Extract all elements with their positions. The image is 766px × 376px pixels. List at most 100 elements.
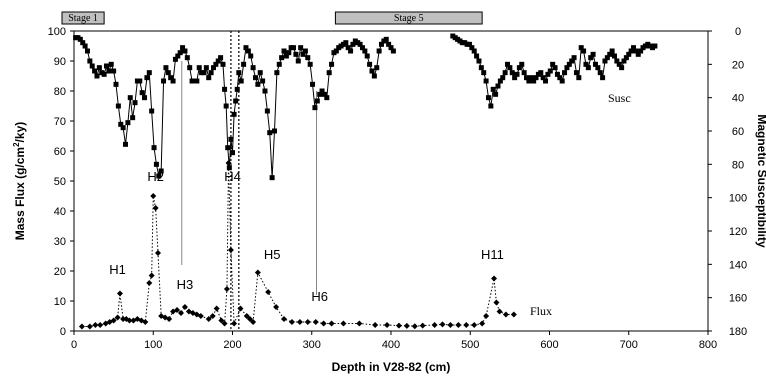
y-right-tick-label: 120 (729, 226, 747, 238)
susc-point (483, 78, 489, 84)
flux-point (431, 322, 438, 328)
y-left-ticks: 0 10 20 30 40 50 60 70 80 90 100 (48, 26, 74, 338)
susc-point (621, 58, 627, 64)
susc-point (609, 48, 615, 54)
event-label: H3 (177, 277, 194, 292)
reference-lines (181, 31, 318, 331)
susc-line (75, 37, 394, 178)
susc-point (552, 65, 558, 71)
susc-point (595, 65, 601, 71)
susc-point (495, 83, 501, 89)
susc-point (293, 51, 299, 57)
y-right-axis-title: Magnetic Susceptibility (755, 114, 766, 248)
susc-point (137, 78, 143, 84)
susc-point (182, 48, 188, 54)
susc-point (127, 95, 133, 101)
susc-point (478, 65, 484, 71)
susc-point (215, 58, 221, 64)
susc-point (485, 95, 491, 101)
y-left-tick-label: 10 (54, 296, 66, 308)
susc-point (364, 53, 370, 59)
y-right-tick-label: 140 (729, 259, 747, 271)
susc-point (357, 41, 363, 47)
susc-point (213, 61, 219, 67)
susc-point (362, 48, 368, 54)
susc-point (286, 50, 292, 56)
y-right-ticks: 0 20 40 60 80 100 120 140 160 180 (708, 26, 747, 338)
susc-point (279, 55, 285, 61)
susc-point (616, 61, 622, 67)
y-left-tick-label: 80 (54, 86, 66, 98)
susc-point (512, 75, 518, 81)
susc-point (502, 70, 508, 76)
y-right-tick-label: 40 (732, 93, 744, 105)
y-right-tick-label: 20 (732, 59, 744, 71)
flux-point (177, 310, 184, 316)
flux-point (142, 319, 149, 325)
susc-point (554, 71, 560, 77)
susc-point (236, 70, 242, 76)
susc-point (497, 78, 503, 84)
susc-point (540, 75, 546, 81)
susc-point (588, 55, 594, 61)
susc-point (252, 75, 258, 81)
susc-point (476, 58, 482, 64)
susc-point (87, 58, 93, 64)
susc-point (163, 65, 169, 71)
susc-point (226, 165, 232, 171)
susc-point (369, 68, 375, 74)
susc-point (168, 75, 174, 81)
flux-point (304, 319, 311, 325)
flux-point (227, 247, 234, 253)
susc-point (257, 70, 263, 76)
susc-point (300, 51, 306, 57)
flux-point (491, 275, 498, 282)
susc-point (269, 175, 275, 181)
susc-point (488, 103, 494, 109)
flux-point (197, 313, 204, 319)
susc-point (581, 48, 587, 54)
susc-point (504, 61, 510, 67)
flux-point (281, 316, 288, 322)
susc-point (89, 63, 95, 69)
flux-point (181, 304, 188, 310)
susc-point (500, 75, 506, 81)
susc-point (139, 90, 145, 96)
susc-point (611, 53, 617, 59)
susc-point (144, 75, 150, 81)
susc-point (245, 48, 251, 54)
flux-point (493, 299, 500, 306)
flux-point (320, 320, 327, 327)
susc-point (175, 53, 181, 59)
susc-point (635, 51, 641, 57)
susc-point (267, 130, 273, 136)
susc-point (310, 81, 316, 87)
susc-point (592, 61, 598, 67)
susc-point (314, 98, 320, 104)
susc-point (559, 78, 565, 84)
susc-point (390, 48, 396, 54)
susc-point (507, 65, 513, 71)
flux-point (411, 323, 418, 330)
susc-point (149, 108, 155, 114)
stage-bar (61, 11, 105, 25)
event-label: H5 (264, 247, 281, 262)
flux-point (150, 193, 157, 199)
x-ticks: 0 100 200 300 400 500 600 700 800 (71, 331, 717, 351)
susc-point (590, 51, 596, 57)
y-right-tick-label: 80 (732, 159, 744, 171)
x-tick-label: 700 (620, 339, 638, 351)
susc-point (626, 51, 632, 57)
susc-point (187, 65, 193, 71)
susc-point (302, 48, 308, 54)
susc-point (631, 45, 637, 51)
flux-point (92, 322, 99, 328)
flux-point (174, 307, 181, 313)
legend-susc: Susc (608, 91, 631, 105)
flux-point (213, 305, 220, 312)
flux-point (205, 316, 212, 322)
x-tick-label: 400 (382, 339, 400, 351)
susc-point (223, 103, 229, 109)
susc-point (550, 61, 556, 67)
susc-point (607, 51, 613, 57)
